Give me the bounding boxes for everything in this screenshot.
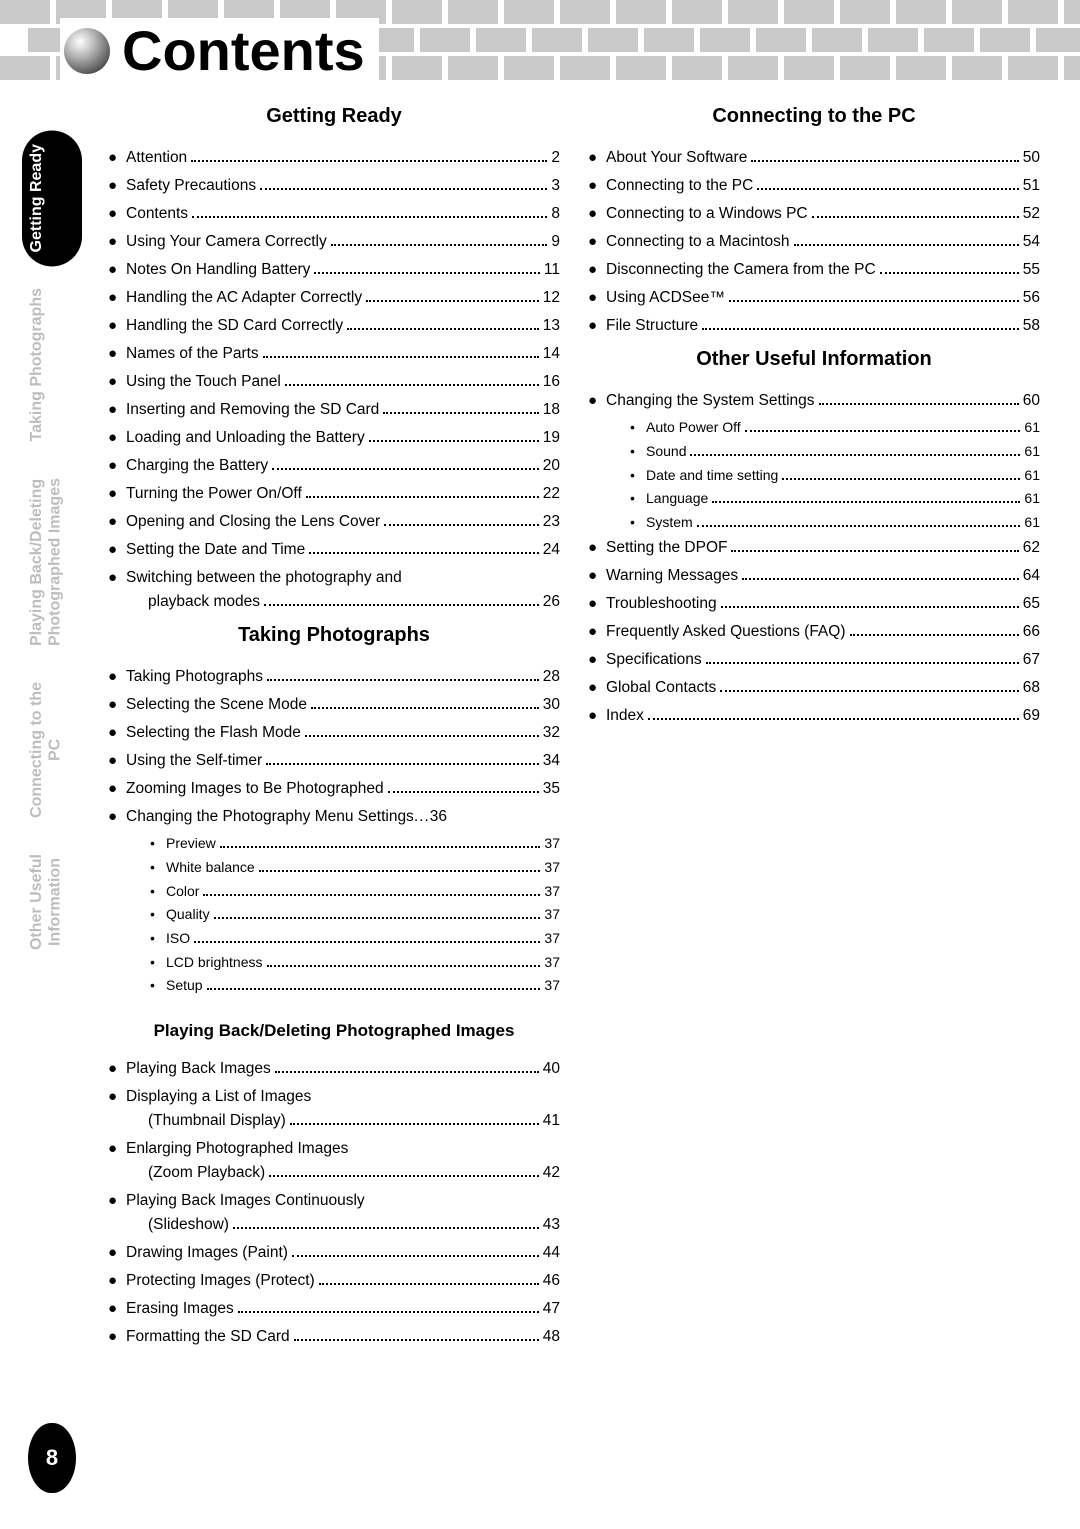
toc-subitem: •Quality37: [150, 904, 560, 926]
toc-item: ●Notes On Handling Battery11: [108, 258, 560, 282]
column-left: Getting Ready ●Attention2 ●Safety Precauti…: [108, 95, 560, 1499]
toc-sublist: •Auto Power Off61•Sound61•Date and time …: [588, 417, 1040, 533]
section-heading: Other Useful Information: [588, 348, 1040, 371]
toc-item: ●Handling the AC Adapter Correctly12: [108, 286, 560, 310]
toc-subitem: •Date and time setting61: [630, 465, 1040, 487]
toc-item: ●About Your Software50: [588, 146, 1040, 170]
toc-item: ●Connecting to a Windows PC52: [588, 202, 1040, 226]
page-number-badge: 8: [28, 1423, 76, 1493]
toc-item: ●Using ACDSee™56: [588, 286, 1040, 310]
toc-item: ●Safety Precautions3: [108, 174, 560, 198]
toc-item: ●Using the Self-timer34: [108, 749, 560, 773]
side-tab[interactable]: Getting Ready: [22, 130, 82, 266]
toc-item: ●Opening and Closing the Lens Cover23: [108, 510, 560, 534]
toc-list: ●About Your Software50 ●Connecting to the…: [588, 146, 1040, 338]
page-title: Contents: [122, 18, 365, 83]
subsection-heading: Playing Back/Deleting Photographed Image…: [108, 1021, 560, 1041]
toc-item: ●File Structure58: [588, 314, 1040, 338]
toc-item: ●Names of the Parts14: [108, 342, 560, 366]
side-tab[interactable]: Taking Photographs: [22, 274, 82, 455]
toc-item: ●Connecting to a Macintosh54: [588, 230, 1040, 254]
toc-subitem: •Language61: [630, 488, 1040, 510]
toc-list: ●Attention2 ●Safety Precautions3 ●Contents…: [108, 146, 560, 614]
toc-subitem: •Setup37: [150, 975, 560, 997]
toc-item: ●Playing Back Images Continuously(Slides…: [108, 1189, 560, 1237]
toc-item: ●Contents8: [108, 202, 560, 226]
side-tab[interactable]: Other Useful Information: [22, 840, 82, 964]
toc-item: ●Selecting the Flash Mode32: [108, 721, 560, 745]
toc-list: ●Taking Photographs28 ●Selecting the Scen…: [108, 665, 560, 997]
toc-item: ●Setting the DPOF62: [588, 536, 1040, 560]
toc-item: ●Changing the Photography Menu Settings …: [108, 805, 560, 829]
toc-item: ●Drawing Images (Paint)44: [108, 1241, 560, 1265]
side-tabs: Getting Ready Taking Photographs Playing B…: [22, 130, 82, 964]
toc-item: ●Handling the SD Card Correctly13: [108, 314, 560, 338]
toc-item: ●Changing the System Settings60: [588, 389, 1040, 413]
toc-item: ●Troubleshooting65: [588, 592, 1040, 616]
toc-list: ●Changing the System Settings60 •Auto Pow…: [588, 389, 1040, 728]
toc-item: ●Using Your Camera Correctly9: [108, 230, 560, 254]
toc-item: ●Connecting to the PC51: [588, 174, 1040, 198]
section-heading: Taking Photographs: [108, 624, 560, 647]
toc-item: ●Inserting and Removing the SD Card18: [108, 398, 560, 422]
toc-subitem: •Auto Power Off61: [630, 417, 1040, 439]
toc-item: ●Selecting the Scene Mode30: [108, 693, 560, 717]
toc-subitem: •Sound61: [630, 441, 1040, 463]
toc-list: ●Playing Back Images40 ●Displaying a List…: [108, 1057, 560, 1349]
toc-item: ●Taking Photographs28: [108, 665, 560, 689]
toc-item: ●Displaying a List of Images(Thumbnail D…: [108, 1085, 560, 1133]
toc-item: ●Protecting Images (Protect)46: [108, 1269, 560, 1293]
toc-item: ●Enlarging Photographed Images(Zoom Play…: [108, 1137, 560, 1185]
toc-subitem: •LCD brightness37: [150, 952, 560, 974]
toc-subitem: •ISO37: [150, 928, 560, 950]
toc-item: ●Loading and Unloading the Battery19: [108, 426, 560, 450]
toc-item: ●Setting the Date and Time24: [108, 538, 560, 562]
toc-item: ●Turning the Power On/Off22: [108, 482, 560, 506]
content: Getting Ready ●Attention2 ●Safety Precauti…: [108, 95, 1040, 1499]
toc-item: ●Erasing Images47: [108, 1297, 560, 1321]
toc-subitem: •White balance37: [150, 857, 560, 879]
column-right: Connecting to the PC ●About Your Software…: [588, 95, 1040, 1499]
side-tab[interactable]: Connecting to the PC: [22, 668, 82, 832]
toc-item: ●Warning Messages64: [588, 564, 1040, 588]
section-heading: Connecting to the PC: [588, 105, 1040, 128]
toc-item: ●Index69: [588, 704, 1040, 728]
toc-item: ●Using the Touch Panel16: [108, 370, 560, 394]
toc-item: ●Switching between the photography andpl…: [108, 566, 560, 614]
toc-item: ●Frequently Asked Questions (FAQ)66: [588, 620, 1040, 644]
page-title-wrap: Contents: [60, 18, 379, 83]
toc-item: ●Disconnecting the Camera from the PC55: [588, 258, 1040, 282]
toc-item: ●Charging the Battery20: [108, 454, 560, 478]
sphere-icon: [64, 28, 110, 74]
toc-sublist: •Preview37•White balance37•Color37•Quali…: [108, 833, 560, 997]
toc-subitem: •System61: [630, 512, 1040, 534]
toc-item: ●Specifications67: [588, 648, 1040, 672]
toc-item: ●Global Contacts68: [588, 676, 1040, 700]
toc-item: ●Zooming Images to Be Photographed35: [108, 777, 560, 801]
section-heading: Getting Ready: [108, 105, 560, 128]
toc-item: ●Formatting the SD Card48: [108, 1325, 560, 1349]
toc-item: ●Attention2: [108, 146, 560, 170]
toc-item: ●Playing Back Images40: [108, 1057, 560, 1081]
toc-subitem: •Color37: [150, 881, 560, 903]
toc-subitem: •Preview37: [150, 833, 560, 855]
side-tab[interactable]: Playing Back/Deleting Photographed Image…: [22, 464, 82, 660]
